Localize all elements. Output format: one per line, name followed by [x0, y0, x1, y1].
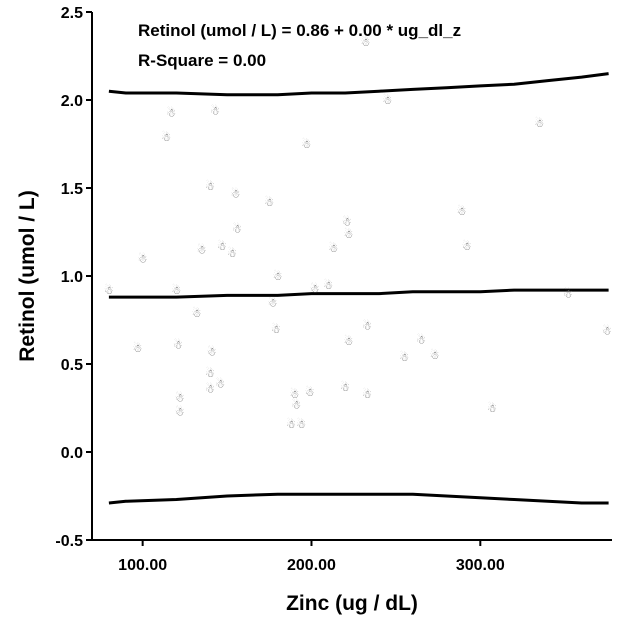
scatter-point: ☃	[296, 418, 306, 431]
scatter-point: ☃	[175, 391, 185, 404]
scatter-point: ☃	[210, 105, 220, 118]
scatter-point: ☃	[175, 406, 185, 419]
x-tick-label: 100.00	[118, 557, 167, 574]
scatter-point: ☃	[197, 244, 207, 257]
scatter-point: ☃	[192, 307, 202, 320]
scatter-point: ☃	[133, 342, 143, 355]
scatter-point: ☃	[207, 346, 217, 359]
scatter-point: ☃	[416, 333, 426, 346]
scatter-point: ☃	[602, 325, 612, 338]
scatter-point: ☃	[430, 349, 440, 362]
scatter-point: ☃	[138, 252, 148, 265]
x-tick-label: 300.00	[456, 557, 505, 574]
x-tick-label: 200.00	[287, 557, 336, 574]
line-middle	[108, 288, 609, 299]
scatter-point: ☃	[215, 377, 225, 390]
scatter-point: ☃	[362, 319, 372, 332]
scatter-point: ☃	[205, 180, 215, 193]
y-tick-label: 2.0	[61, 93, 83, 110]
scatter-point: ☃	[273, 270, 283, 283]
scatter-point: ☃	[305, 386, 315, 399]
line-lower	[108, 492, 609, 505]
y-tick-label: 0.5	[61, 357, 83, 374]
scatter-point: ☃	[323, 279, 333, 292]
scatter-point: ☃	[487, 402, 497, 415]
regression-lines	[108, 72, 609, 505]
line-upper	[108, 72, 609, 97]
scatter-point: ☃	[344, 335, 354, 348]
scatter-point: ☃	[383, 94, 393, 107]
scatter-point: ☃	[173, 339, 183, 352]
scatter-point: ☃	[362, 388, 372, 401]
regression-equation: Retinol (umol / L) = 0.86 + 0.00 * ug_dl…	[138, 21, 461, 40]
y-tick-label: 0.0	[61, 445, 83, 462]
scatter-point: ☃	[232, 222, 242, 235]
scatter-point: ☃	[310, 282, 320, 295]
scatter-point: ☃	[563, 288, 573, 301]
scatter-point: ☃	[301, 138, 311, 151]
scatter-point: ☃	[171, 284, 181, 297]
data-points: ☃ ☃ ☃ ☃ ☃ ☃ ☃ ☃ ☃ ☃ ☃ ☃ ☃ ☃ ☃ ☃ ☃ ☃ ☃ ☃ ☃ ☃ ☃ ☃ ☃ ☃ ☃ ☃ ☃ ☃ ☃ ☃ ☃ ☃ ☃ ☃ ☃ ☃ ☃ ☃…	[104, 36, 612, 431]
scatter-point: ☃	[462, 240, 472, 253]
y-axis-title: Retinol (umol / L)	[16, 190, 39, 361]
scatter-point: ☃	[104, 284, 114, 297]
y-tick-label: 1.5	[61, 181, 83, 198]
ticks: -0.5 0.0 0.5 1.0 1.5 2.0 2.5 100.00 200.00 300.00	[55, 5, 504, 574]
y-tick-label: -0.5	[55, 533, 83, 550]
scatter-point: ☃	[342, 215, 352, 228]
scatter-point: ☃	[231, 187, 241, 200]
scatter-point: ☃	[205, 367, 215, 380]
scatter-point: ☃	[457, 205, 467, 218]
y-tick-label: 1.0	[61, 269, 83, 286]
scatter-point: ☃	[399, 351, 409, 364]
scatter-point: ☃	[264, 196, 274, 209]
scatter-point: ☃	[286, 418, 296, 431]
scatter-point: ☃	[361, 36, 371, 49]
scatter-point: ☃	[344, 228, 354, 241]
scatter-point: ☃	[166, 106, 176, 119]
scatter-point: ☃	[534, 117, 544, 130]
x-axis-title: Zinc (ug / dL)	[286, 592, 418, 615]
scatter-point: ☃	[290, 388, 300, 401]
scatter-point: ☃	[161, 131, 171, 144]
scatter-point: ☃	[227, 247, 237, 260]
y-tick-label: 2.5	[61, 5, 83, 22]
scatter-point: ☃	[271, 323, 281, 336]
r-square-label: R-Square = 0.00	[138, 51, 266, 70]
scatter-point: ☃	[328, 242, 338, 255]
scatter-point: ☃	[205, 383, 215, 396]
scatter-point: ☃	[268, 296, 278, 309]
scatter-point: ☃	[340, 381, 350, 394]
scatter-point: ☃	[291, 398, 301, 411]
scatter-point: ☃	[217, 240, 227, 253]
